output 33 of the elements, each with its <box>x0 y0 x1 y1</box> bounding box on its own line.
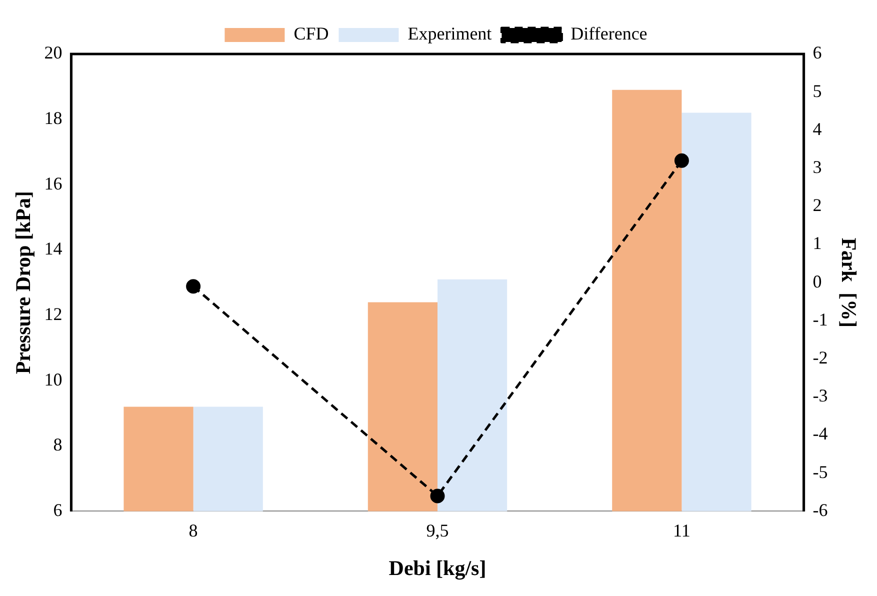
y2-tick-label: 1 <box>812 233 822 254</box>
legend-label: CFD <box>294 24 329 44</box>
legend-label: Experiment <box>408 24 492 44</box>
y2-axis-title: Fark [%] <box>836 238 861 328</box>
point <box>186 279 201 294</box>
y2-tick-label: 0 <box>812 271 822 292</box>
y-axis-title: Pressure Drop [kPa] <box>11 191 36 374</box>
y-tick-label: 16 <box>44 173 62 194</box>
y2-tick-label: 6 <box>812 42 822 63</box>
x-axis-title: Debi [kg/s] <box>388 556 486 580</box>
y-tick-label: 14 <box>44 238 62 259</box>
y2-tick-label: 5 <box>812 80 822 101</box>
y-tick-label: 6 <box>53 500 62 520</box>
y2-tick-label: -3 <box>812 386 828 406</box>
x-tick-label: 11 <box>673 520 690 541</box>
x-tick-label: 9,5 <box>426 520 449 541</box>
y2-tick-label: -4 <box>812 424 828 444</box>
y2-tick-label: 3 <box>812 157 822 178</box>
y2-tick-label: 2 <box>812 195 822 216</box>
y-tick-label: 20 <box>44 42 62 63</box>
y2-tick-label: 4 <box>812 118 822 139</box>
y-tick-label: 12 <box>44 304 62 324</box>
y-tick-label: 18 <box>44 108 62 128</box>
point <box>674 153 689 168</box>
y2-tick-label: -2 <box>812 348 828 368</box>
legend-label: Difference <box>570 24 648 44</box>
y2-tick-label: -1 <box>812 309 828 330</box>
y-tick-label: 10 <box>44 369 62 390</box>
y2-tick-label: -5 <box>812 462 828 482</box>
y-tick-label: 8 <box>53 434 62 455</box>
point <box>430 488 445 504</box>
x-tick-label: 8 <box>188 520 198 541</box>
y2-tick-label: -6 <box>812 500 828 520</box>
